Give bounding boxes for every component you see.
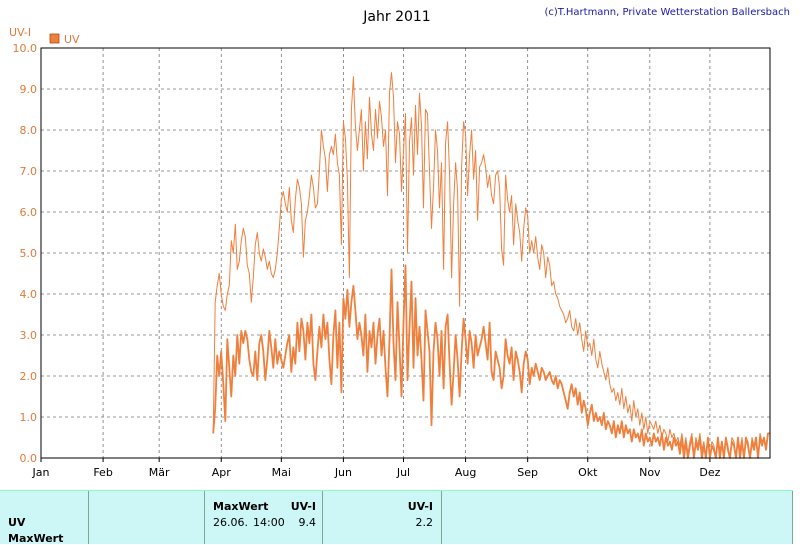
x-tick-label: Jul [396, 466, 410, 479]
x-tick-label: Feb [93, 466, 112, 479]
second-value: 2.2 [415, 516, 434, 529]
series-line-uv-daily [212, 264, 770, 459]
max-unit-header: UV-I [290, 500, 316, 513]
y-tick-label: 9.0 [20, 83, 38, 96]
x-tick-label: Mär [149, 466, 170, 479]
y-tick-label: 7.0 [20, 165, 38, 178]
legend-swatch [49, 33, 60, 44]
grid [41, 48, 770, 458]
max-header: MaxWert [213, 500, 269, 513]
x-tick-label: Jun [334, 466, 352, 479]
y-tick-label: 8.0 [20, 124, 38, 137]
max-date: 26.06. [213, 516, 248, 529]
stats-panel: UV MaxWert MaxWert UV-I 26.06. 14:00 9.4… [0, 490, 793, 545]
x-tick-label: Nov [639, 466, 661, 479]
stats-row-maxwert: MaxWert [8, 532, 64, 545]
stats-second-column: UV-I 2.2 [323, 491, 442, 544]
max-time: 14:00 [253, 516, 285, 529]
plot-frame [40, 47, 771, 459]
series-line-uv-max [212, 72, 770, 459]
stats-empty-column-2 [442, 491, 793, 544]
second-unit-header: UV-I [407, 500, 433, 513]
x-tick-label: Mai [272, 466, 291, 479]
y-tick-label: 5.0 [20, 247, 38, 260]
x-tick-label: Okt [578, 466, 598, 479]
stats-row-uv: UV [8, 516, 26, 529]
uv-chart: Jahr 2011 (c)T.Hartmann, Private Wetters… [9, 7, 790, 479]
y-axis-label: UV-I [9, 26, 31, 39]
stats-empty-column [89, 491, 205, 544]
y-tick-label: 3.0 [20, 329, 38, 342]
max-value: 9.4 [298, 516, 317, 529]
chart-title: Jahr 2011 [362, 9, 430, 25]
x-tick-label: Apr [212, 466, 232, 479]
y-tick-label: 1.0 [20, 411, 38, 424]
y-tick-label: 2.0 [20, 370, 38, 383]
x-tick-label: Sep [517, 466, 538, 479]
x-ticks: Jan Feb Mär Apr Mai Jun Jul Aug Sep Okt Nov Dez [32, 458, 721, 479]
credit-text: (c)T.Hartmann, Private Wetterstation Bal… [544, 7, 790, 18]
legend-label: UV [64, 33, 80, 46]
x-tick-label: Jan [32, 466, 50, 479]
x-tick-label: Aug [455, 466, 476, 479]
stats-max-column: MaxWert UV-I 26.06. 14:00 9.4 [205, 491, 323, 544]
x-tick-label: Dez [699, 466, 720, 479]
series-group [212, 72, 770, 459]
y-tick-label: 10.0 [13, 42, 38, 55]
y-tick-label: 6.0 [20, 206, 38, 219]
y-ticks: 0.0 1.0 2.0 3.0 4.0 5.0 6.0 7.0 8.0 9.0 10.0 [13, 42, 38, 465]
y-tick-label: 0.0 [20, 452, 38, 465]
y-tick-label: 4.0 [20, 288, 38, 301]
stats-label-column: UV MaxWert [0, 491, 89, 545]
